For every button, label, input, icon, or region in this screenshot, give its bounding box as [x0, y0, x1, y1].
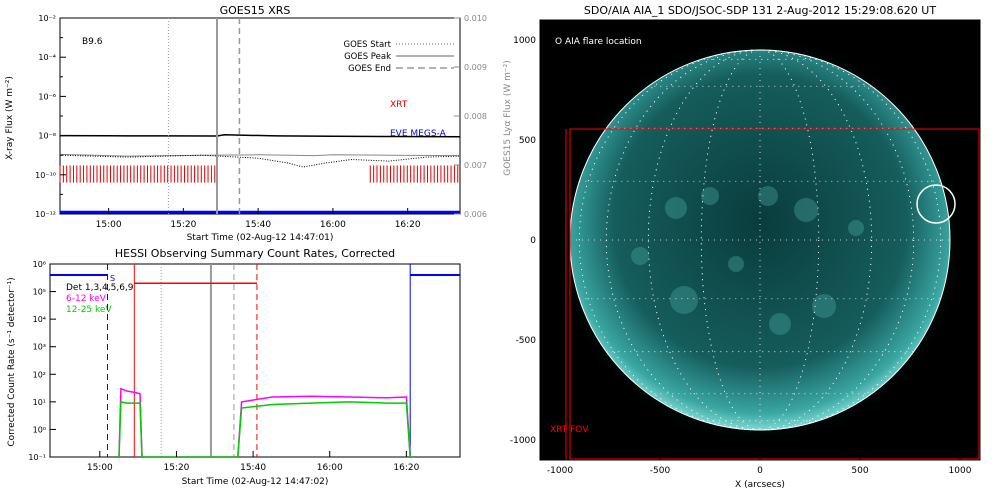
aia-x-tick-label: 500 — [851, 466, 868, 476]
hessi-y-tick-label: 10⁶ — [33, 260, 46, 269]
aia-x-tick-label: 0 — [757, 466, 763, 476]
aia-x-tick-label: 1000 — [949, 466, 972, 476]
goes-x-tick-label: 15:00 — [96, 220, 122, 230]
aia-longitude-line — [578, 49, 942, 431]
goes-y-tick-label: 10⁻⁸ — [38, 132, 56, 141]
goes-series — [59, 134, 461, 214]
aia-active-region — [665, 197, 687, 219]
aia-xlabel: X (arcsecs) — [735, 480, 785, 490]
aia-active-region — [848, 220, 864, 236]
aia-disk-texture — [631, 186, 864, 335]
goes-y-tick-label: 10⁻⁶ — [38, 92, 56, 101]
aia-longitude-line — [700, 49, 820, 431]
aia-y-tick-label: -500 — [516, 336, 537, 346]
hessi-title: HESSI Observing Summary Count Rates, Cor… — [115, 247, 395, 260]
goes-xlabel: Start Time (02-Aug-12 14:47:01) — [187, 233, 334, 243]
aia-y-tick-label: 500 — [519, 136, 536, 146]
aia-heliographic-grid — [565, 49, 950, 460]
goes-y-tick-label: 10⁻² — [38, 14, 56, 23]
aia-y-tick-label: -1000 — [510, 436, 536, 446]
goes-ylabel: X-ray Flux (W m⁻²) — [5, 76, 15, 160]
goes-legend: GOES Start GOES Peak GOES End — [343, 40, 454, 74]
goes-y2label: GOES15 Lyα Flux (W m⁻²) — [503, 60, 513, 176]
goes-legend-label: GOES Peak — [344, 52, 391, 62]
hessi-xlabel: Start Time (02-Aug-12 14:47:02) — [182, 477, 329, 487]
aia-y-axis: -1000 -500 0 500 1000 — [510, 36, 546, 446]
goes-y2-tick-label: 0.010 — [464, 14, 487, 23]
goes-short-line — [59, 154, 461, 168]
aia-active-region — [812, 294, 836, 318]
hessi-series — [50, 264, 460, 458]
goes-x-tick-label: 15:20 — [170, 220, 196, 230]
aia-panel: SDO/AIA AIA_1 SDO/JSOC-SDP 131 2-Aug-201… — [510, 4, 981, 490]
hessi-panel: HESSI Observing Summary Count Rates, Cor… — [7, 247, 461, 487]
goes-long-line — [59, 134, 461, 138]
hessi-y-tick-label: 10¹ — [33, 398, 46, 407]
hessi-x-tick-label: 15:40 — [240, 463, 266, 473]
goes-eve-line — [59, 153, 461, 157]
aia-active-region — [794, 198, 818, 222]
goes-y2-tick-label: 0.009 — [464, 63, 487, 72]
aia-title: SDO/AIA AIA_1 SDO/JSOC-SDP 131 2-Aug-201… — [584, 4, 936, 17]
aia-solar-disk — [570, 50, 950, 430]
hessi-x-tick-label: 15:00 — [87, 463, 113, 473]
hessi-series-line — [118, 400, 411, 458]
goes-legend-label: GOES Start — [343, 40, 391, 50]
hessi-legend-label: 12-25 keV — [66, 305, 112, 315]
hessi-legend-label: Det 1,3,4,5,6,9 — [66, 283, 134, 293]
aia-active-region — [701, 187, 719, 205]
aia-x-tick-label: -500 — [650, 466, 671, 476]
goes-x-tick-label: 16:20 — [395, 220, 421, 230]
goes-y2-tick-label: 0.007 — [464, 161, 487, 170]
goes-y-tick-label: 10⁻¹⁰ — [35, 171, 56, 180]
aia-flare-legend: O AIA flare location — [555, 37, 642, 47]
hessi-y-tick-label: 10⁵ — [33, 288, 46, 297]
goes-y-tick-label: 10⁻⁴ — [38, 53, 56, 62]
goes-y2-tick-label: 0.008 — [464, 112, 487, 121]
hessi-y-tick-label: 10² — [33, 370, 46, 379]
hessi-y-tick-label: 10⁻¹ — [28, 453, 46, 462]
hessi-ylabel: Corrected Count Rate (s⁻¹ detector⁻¹) — [7, 277, 17, 446]
goes-eve-label: EVE MEGS-A — [390, 129, 447, 139]
aia-x-axis: -1000 -500 0 500 1000 — [547, 454, 972, 476]
hessi-y-axis: 10⁻¹ 10⁰ 10¹ 10² 10³ 10⁴ 10⁵ 10⁶ — [28, 260, 56, 462]
goes-y2-axis: 0.006 0.007 0.008 0.009 0.010 — [454, 14, 487, 219]
goes-title: GOES15 XRS — [220, 4, 291, 17]
hessi-series-line — [118, 387, 411, 458]
hessi-y-tick-label: 10⁰ — [33, 425, 46, 434]
hessi-plot-frame — [49, 263, 461, 458]
goes-plot-frame — [59, 17, 461, 215]
goes-y-axis: 10⁻¹² 10⁻¹⁰ 10⁻⁸ 10⁻⁶ 10⁻⁴ 10⁻² — [35, 14, 66, 219]
goes-xrt-label: XRT — [390, 100, 408, 110]
hessi-x-tick-label: 16:00 — [317, 463, 343, 473]
goes-class-label: B9.6 — [82, 37, 103, 47]
goes-y2-tick-label: 0.006 — [464, 210, 487, 219]
goes-x-tick-label: 16:00 — [320, 220, 346, 230]
hessi-x-tick-label: 16:20 — [393, 463, 419, 473]
aia-y-tick-label: 0 — [530, 236, 536, 246]
goes-event-markers — [167, 18, 241, 214]
hessi-x-axis: 15:00 15:20 15:40 16:00 16:20 — [87, 451, 420, 473]
aia-active-region — [631, 247, 649, 265]
aia-flare-location-circle — [916, 184, 956, 224]
aia-fov-label: XRT FOV — [550, 425, 589, 435]
hessi-x-tick-label: 15:20 — [163, 463, 189, 473]
aia-x-tick-label: -1000 — [547, 466, 573, 476]
aia-active-region — [670, 286, 698, 314]
aia-active-region — [758, 186, 778, 206]
aia-y-tick-label: 1000 — [513, 36, 536, 46]
goes-legend-label: GOES End — [348, 64, 391, 74]
goes-y-tick-label: 10⁻¹² — [35, 210, 56, 219]
aia-active-region — [769, 313, 791, 335]
goes-x-axis: 15:00 15:20 15:40 16:00 16:20 — [96, 208, 421, 230]
goes-x-tick-label: 15:40 — [245, 220, 271, 230]
hessi-y-tick-label: 10³ — [33, 343, 46, 352]
hessi-legend-label: 6-12 keV — [66, 294, 107, 304]
aia-active-region — [728, 256, 744, 272]
hessi-y-tick-label: 10⁴ — [33, 315, 46, 324]
hessi-s-marker: S — [110, 274, 115, 283]
aia-xrt-fov-box — [569, 128, 980, 460]
